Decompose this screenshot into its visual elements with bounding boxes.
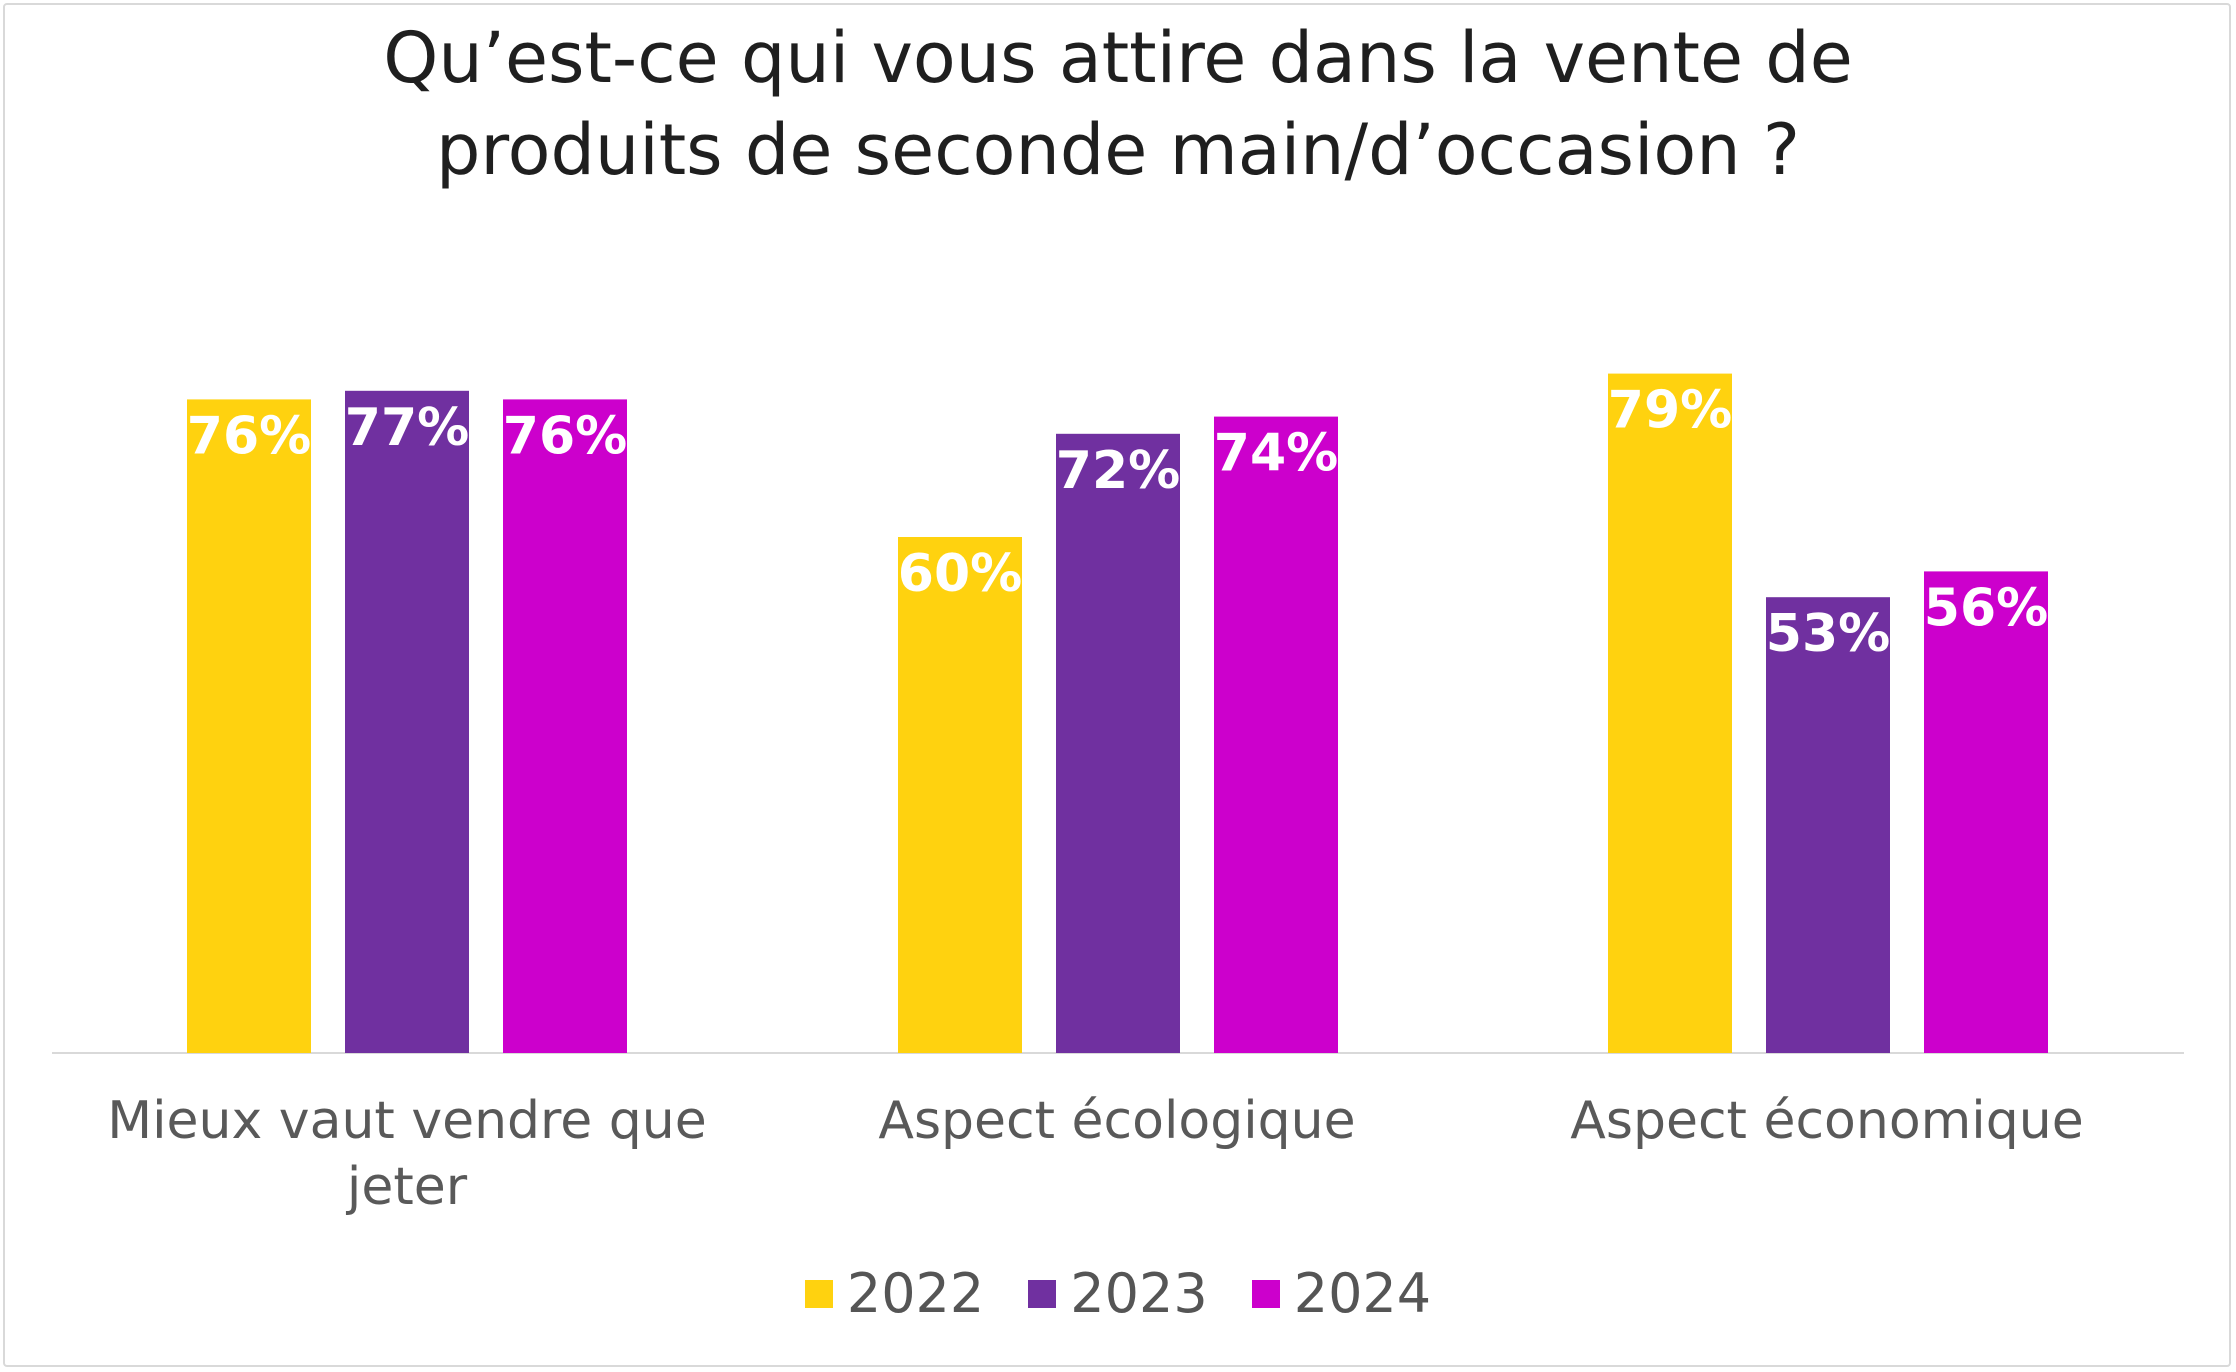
- category-label-1-line-2: jeter: [346, 1157, 468, 1217]
- legend-item-2024: 2024: [1251, 1262, 1432, 1326]
- legend-swatch-2023: [1028, 1280, 1057, 1308]
- bar-2024-cat3: [1924, 571, 2048, 1053]
- bar-2022-cat1: [187, 399, 311, 1053]
- bar-2024-cat2: [1214, 416, 1338, 1054]
- bar-2023-cat2: [1056, 433, 1180, 1053]
- category-label-1-line-1: Mieux vaut vendre que: [107, 1091, 707, 1151]
- data-label-2024-cat2: 74%: [1214, 424, 1338, 484]
- bar-2023-cat1: [345, 390, 469, 1053]
- legend-item-2023: 2023: [1028, 1262, 1208, 1326]
- data-label-2023-cat3: 53%: [1766, 604, 1890, 664]
- data-label-2022-cat3: 79%: [1608, 381, 1732, 441]
- bar-2023-cat3: [1766, 597, 1890, 1053]
- bar-2024-cat1: [503, 399, 627, 1053]
- legend-swatch-2022: [804, 1280, 833, 1308]
- legend: 2022 2023 2024: [0, 1262, 2236, 1326]
- data-label-2024-cat3: 56%: [1924, 578, 2048, 638]
- legend-item-2022: 2022: [804, 1262, 985, 1326]
- chart-title-line-1: Qu’est-ce qui vous attire dans la vente …: [383, 17, 1853, 99]
- legend-swatch-2024: [1251, 1280, 1280, 1308]
- category-label-3-line-1: Aspect économique: [1570, 1091, 2083, 1151]
- chart-title-line-2: produits de seconde main/d’occasion ?: [435, 109, 1800, 191]
- data-label-2022-cat1: 76%: [187, 406, 311, 466]
- legend-label-2023: 2023: [1070, 1262, 1208, 1325]
- data-label-2022-cat2: 60%: [898, 544, 1022, 604]
- data-label-2023-cat2: 72%: [1056, 441, 1180, 501]
- legend-label-2022: 2022: [846, 1262, 985, 1325]
- data-label-2024-cat1: 76%: [503, 406, 627, 466]
- bar-2022-cat2: [898, 537, 1022, 1053]
- bar-2022-cat3: [1608, 373, 1732, 1054]
- data-label-2023-cat1: 77%: [345, 398, 469, 458]
- legend-label-2024: 2024: [1293, 1262, 1432, 1325]
- category-label-2-line-1: Aspect écologique: [878, 1091, 1355, 1151]
- chart-title: Qu’est-ce qui vous attire dans la vente …: [0, 12, 2236, 196]
